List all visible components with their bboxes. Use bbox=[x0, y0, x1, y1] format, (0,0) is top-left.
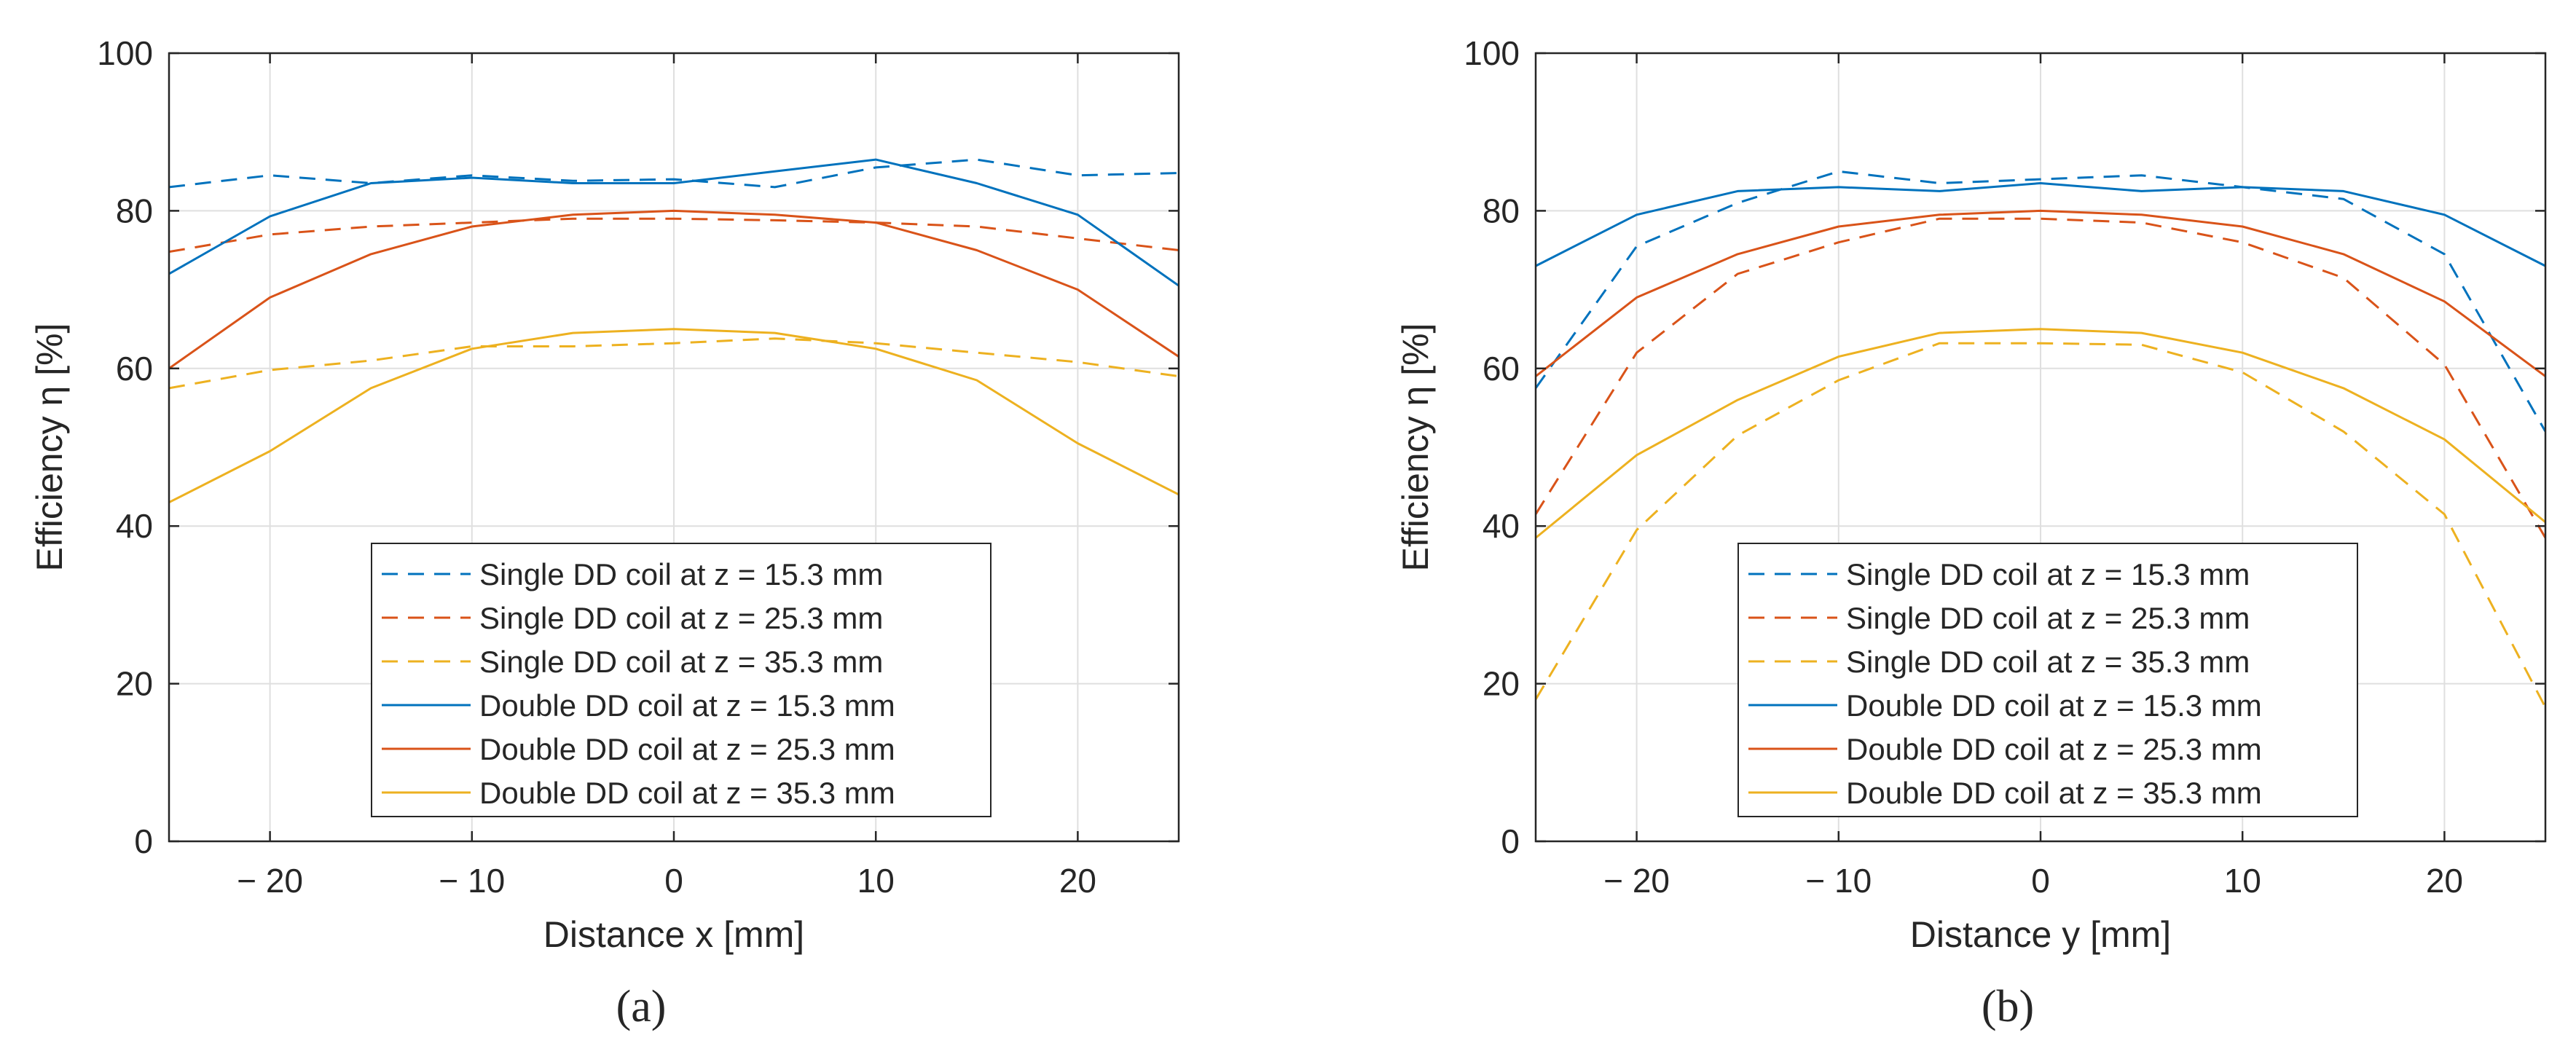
y-tick-label-1: 20 bbox=[1483, 665, 1520, 703]
y-tick-label-1: 20 bbox=[116, 665, 153, 703]
y-tick-label-3: 60 bbox=[1483, 350, 1520, 388]
legend-label-1: Single DD coil at z = 25.3 mm bbox=[1846, 601, 2250, 635]
panel-label: (a) bbox=[616, 982, 667, 1031]
legend-label-5: Double DD coil at z = 35.3 mm bbox=[1846, 776, 2262, 810]
y-axis-label: Efficiency η [%] bbox=[1395, 323, 1436, 572]
x-tick-label-3: 10 bbox=[857, 862, 895, 900]
x-tick-label-1: − 10 bbox=[1805, 862, 1872, 900]
series-group bbox=[1536, 170, 2545, 708]
series-line-1 bbox=[169, 217, 1179, 253]
y-tick-label-0: 0 bbox=[134, 822, 153, 860]
y-tick-label-2: 40 bbox=[116, 507, 153, 545]
x-axis-label: Distance y [mm] bbox=[1910, 914, 2171, 955]
series-line-4 bbox=[169, 209, 1179, 370]
series-line-4 bbox=[1536, 209, 2545, 377]
x-tick-label-0: − 20 bbox=[1603, 862, 1670, 900]
x-tick-label-4: 20 bbox=[1059, 862, 1096, 900]
x-tick-label-3: 10 bbox=[2224, 862, 2261, 900]
series-group bbox=[169, 158, 1179, 504]
legend-label-1: Single DD coil at z = 25.3 mm bbox=[479, 601, 883, 635]
x-tick-label-2: 0 bbox=[2031, 862, 2050, 900]
x-axis-label: Distance x [mm] bbox=[543, 914, 804, 955]
y-tick-label-3: 60 bbox=[116, 350, 153, 388]
y-tick-label-5: 100 bbox=[97, 34, 153, 72]
panel-b: − 20 − 10 0 10 20 0 20 40 60 80 100 Distance y [mm]… bbox=[1395, 34, 2547, 1031]
series-line-2 bbox=[169, 337, 1179, 390]
legend-label-2: Single DD coil at z = 35.3 mm bbox=[1846, 645, 2250, 679]
legend-label-2: Single DD coil at z = 35.3 mm bbox=[479, 645, 883, 679]
series-line-0 bbox=[1536, 170, 2545, 433]
y-tick-label-2: 40 bbox=[1483, 507, 1520, 545]
series-line-5 bbox=[169, 328, 1179, 504]
legend-label-5: Double DD coil at z = 35.3 mm bbox=[479, 776, 895, 810]
legend-label-0: Single DD coil at z = 15.3 mm bbox=[1846, 557, 2250, 591]
panel-a: − 20 − 10 0 10 20 0 20 40 60 80 100 Distance x [mm]… bbox=[29, 34, 1180, 1031]
legend-label-4: Double DD coil at z = 25.3 mm bbox=[1846, 732, 2262, 766]
x-tick-label-4: 20 bbox=[2426, 862, 2463, 900]
legend: Single DD coil at z = 15.3 mm Single DD c… bbox=[1737, 543, 2358, 817]
legend-label-3: Double DD coil at z = 15.3 mm bbox=[479, 688, 895, 723]
y-tick-label-4: 80 bbox=[116, 192, 153, 229]
y-tick-label-5: 100 bbox=[1464, 34, 1520, 72]
legend-box bbox=[1737, 543, 2358, 817]
legend-label-4: Double DD coil at z = 25.3 mm bbox=[479, 732, 895, 766]
x-tick-label-2: 0 bbox=[664, 862, 683, 900]
series-line-2 bbox=[1536, 342, 2545, 708]
series-line-3 bbox=[1536, 182, 2545, 267]
series-line-0 bbox=[169, 158, 1179, 189]
y-tick-label-0: 0 bbox=[1501, 822, 1520, 860]
legend: Single DD coil at z = 15.3 mm Single DD c… bbox=[371, 543, 991, 817]
legend-box bbox=[371, 543, 991, 817]
x-tick-label-0: − 20 bbox=[237, 862, 303, 900]
x-tick-label-1: − 10 bbox=[439, 862, 505, 900]
panel-label: (b) bbox=[1982, 982, 2034, 1031]
series-line-3 bbox=[169, 158, 1179, 287]
series-line-1 bbox=[1536, 217, 2545, 539]
y-tick-label-4: 80 bbox=[1483, 192, 1520, 229]
y-axis-label: Efficiency η [%] bbox=[29, 323, 70, 572]
legend-label-3: Double DD coil at z = 15.3 mm bbox=[1846, 688, 2262, 723]
series-line-5 bbox=[1536, 328, 2545, 539]
legend-label-0: Single DD coil at z = 15.3 mm bbox=[479, 557, 883, 591]
